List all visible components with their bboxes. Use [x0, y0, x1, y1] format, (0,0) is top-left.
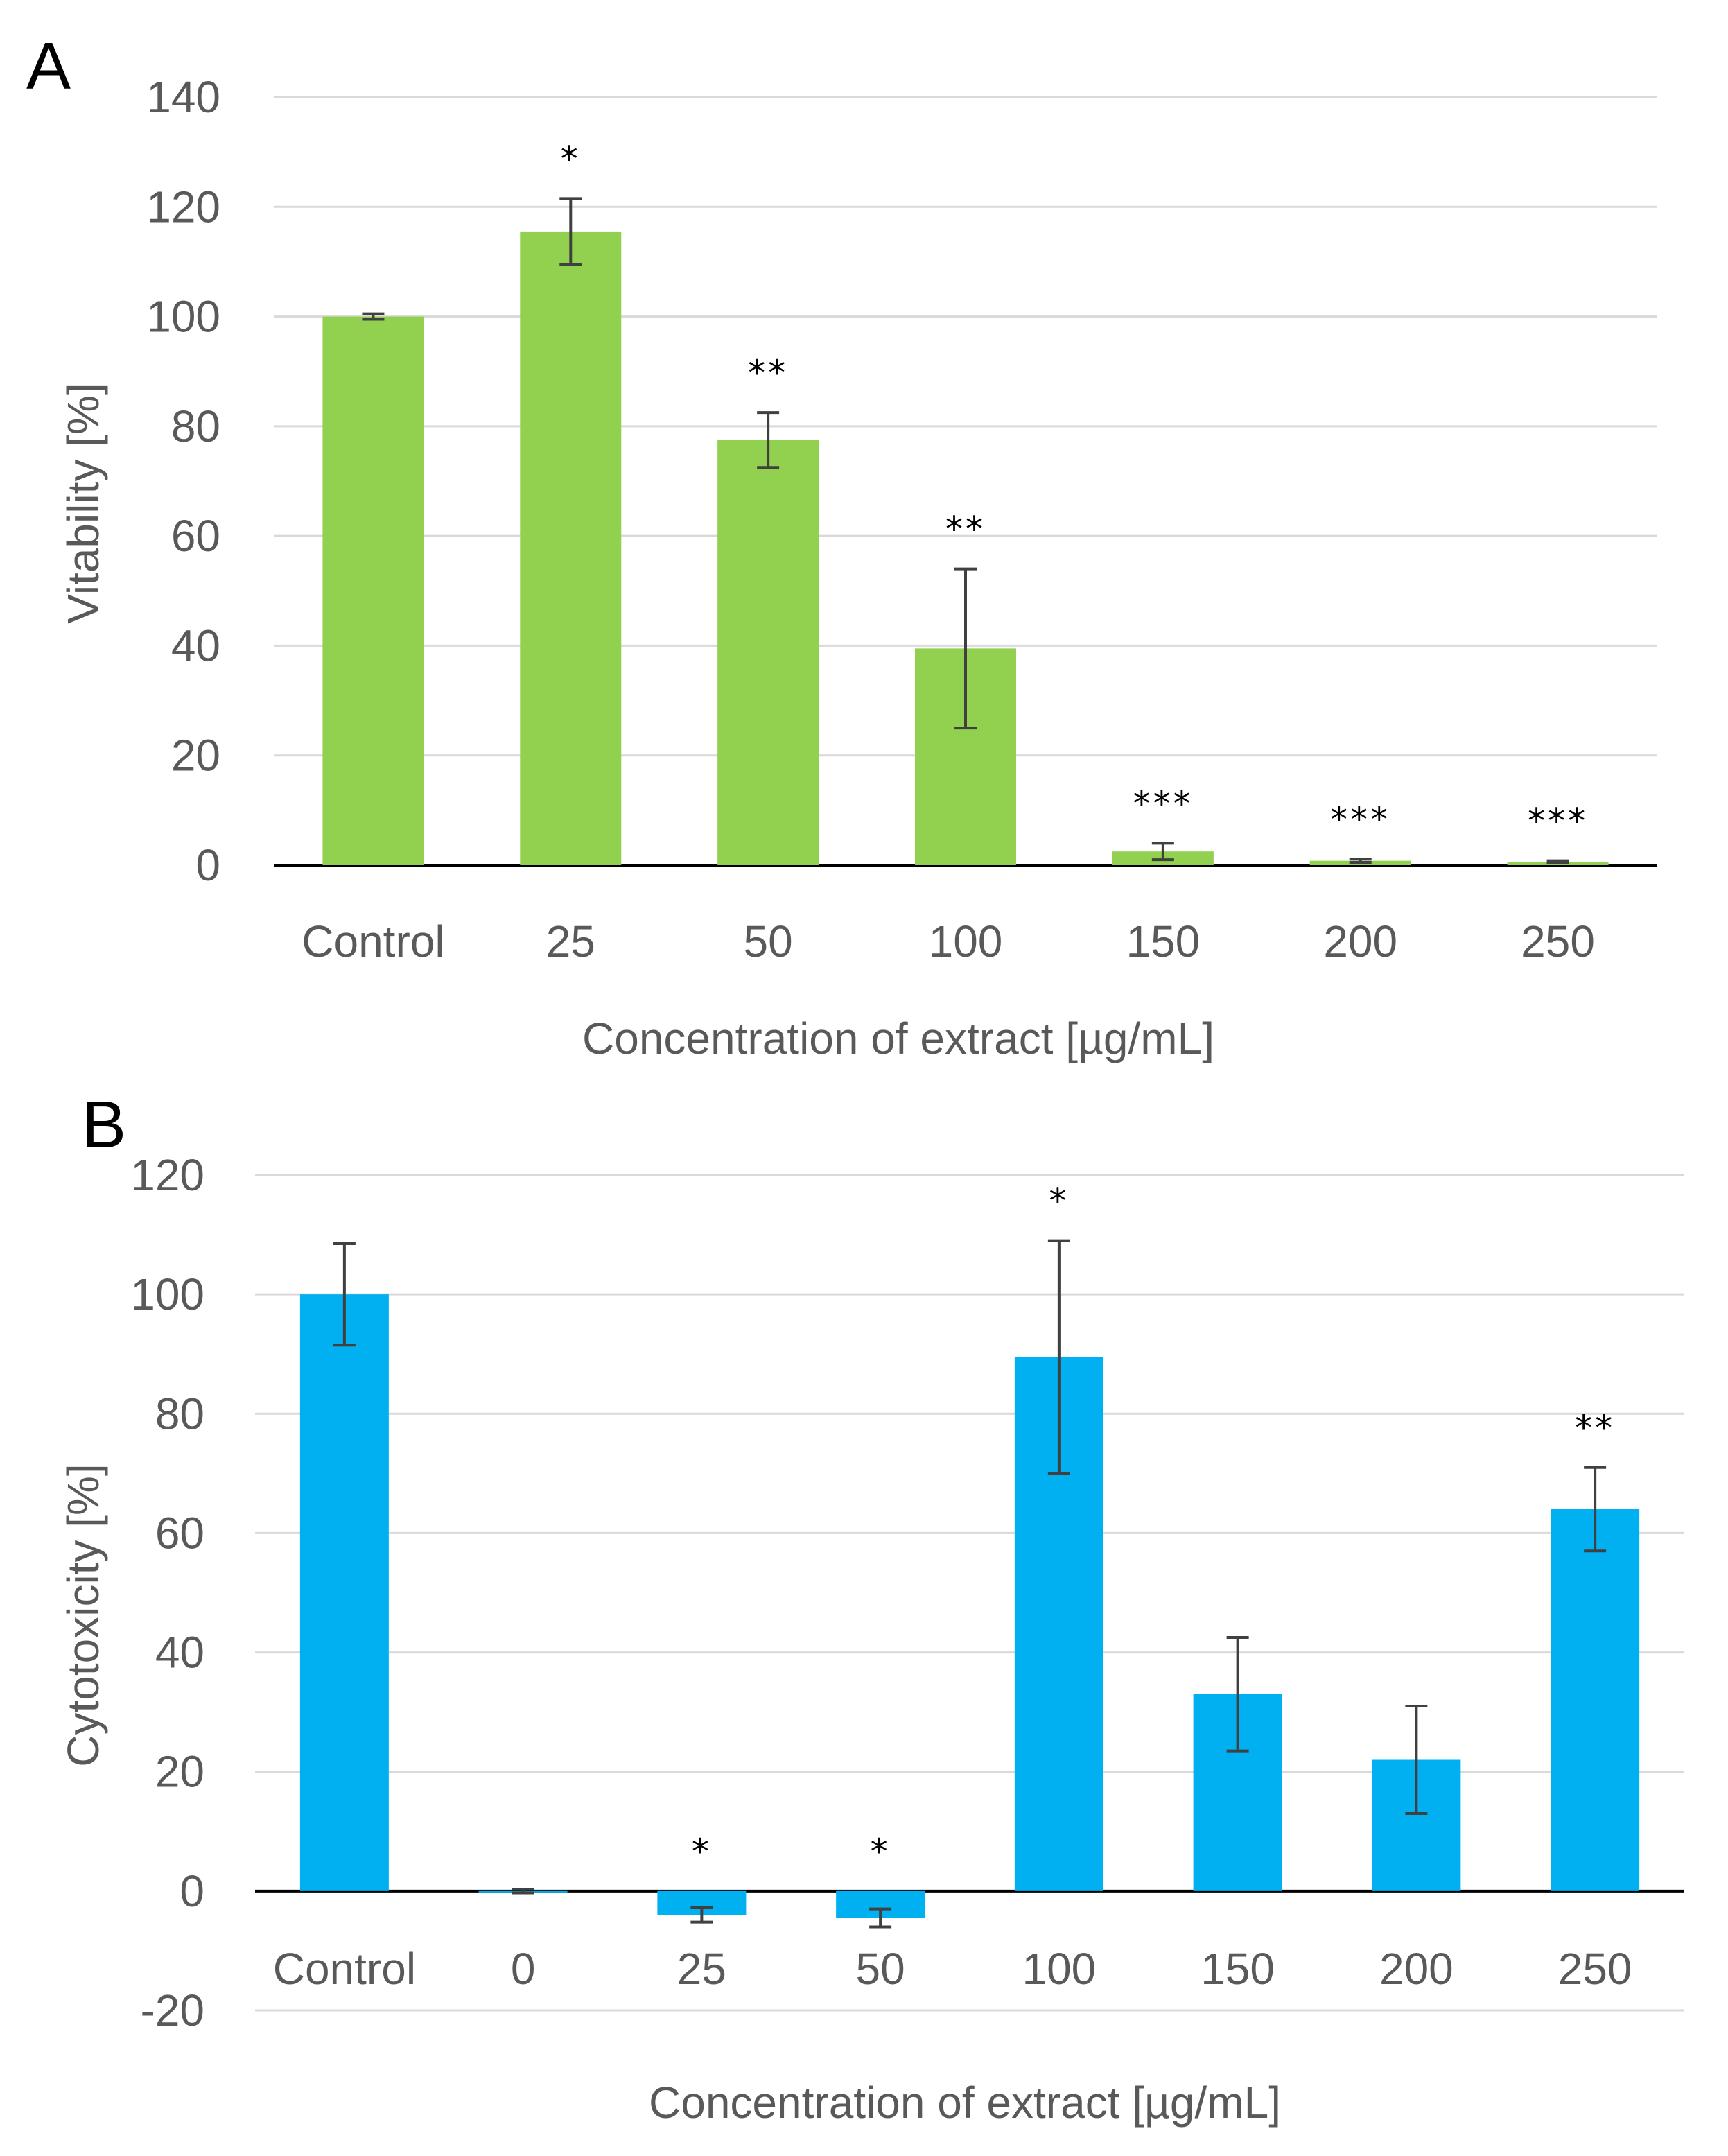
chart-a-y-tick-label: 120	[146, 182, 220, 232]
chart-b-bar	[1551, 1509, 1640, 1891]
chart-a-x-tick-label: 100	[929, 916, 1003, 966]
chart-b-y-tick-label: 20	[155, 1747, 204, 1797]
chart-a-error-bar	[757, 411, 780, 469]
chart-a-y-tick-label: 40	[171, 620, 220, 670]
chart-b-significance-label: *	[692, 1832, 712, 1872]
chart-b-error-bar	[333, 1242, 356, 1347]
chart-b-error-bar	[869, 1907, 892, 1929]
chart-b-x-tick-label: 25	[677, 1944, 726, 1994]
chart-a-significance-label: ***	[1133, 783, 1193, 824]
chart-a-y-tick-label: 20	[171, 731, 220, 781]
chart-b-y-axis-title: Cytotoxicity [%]	[58, 1463, 108, 1766]
chart-b-y-tick-label: 120	[130, 1150, 204, 1200]
chart-b-y-tick-label: 40	[155, 1628, 204, 1678]
chart-b-x-tick-label: Control	[273, 1944, 416, 1994]
chart-a-significance-label: **	[748, 353, 788, 393]
chart-b-error-bar	[1226, 1636, 1249, 1753]
chart-b-error-bar	[690, 1906, 713, 1924]
chart-b-y-tick-label: -20	[141, 1985, 205, 2035]
chart-a-x-tick-label: 250	[1521, 916, 1595, 966]
chart-b-x-tick-label: 200	[1379, 1944, 1454, 1994]
chart-b-y-tick-label: 0	[180, 1866, 204, 1916]
chart-b-y-tick-label: 80	[155, 1389, 204, 1438]
chart-a-y-tick-label: 100	[146, 292, 220, 342]
chart-a-x-tick-label: 150	[1126, 916, 1200, 966]
chart-b-x-tick-label: 0	[511, 1944, 536, 1994]
chart-b: -20 0 20 40 60 80 100 120 Control 0 * 25 * 50 * 100 150 2…	[130, 1150, 1684, 2035]
chart-b-error-bar	[1047, 1239, 1070, 1475]
chart-a-error-bar	[1546, 859, 1569, 864]
chart-a-y-tick-label: 60	[171, 511, 220, 561]
chart-b-x-tick-label: 250	[1558, 1944, 1632, 1994]
chart-a-error-bar	[559, 197, 582, 266]
chart-a-bar	[717, 440, 819, 865]
chart-b-y-tick-label: 100	[130, 1269, 204, 1319]
chart-b-error-bar	[1405, 1705, 1428, 1815]
chart-a-error-bar	[1349, 858, 1372, 864]
chart-a-y-axis-title: Vitability [%]	[58, 383, 108, 623]
chart-b-x-tick-label: 100	[1022, 1944, 1096, 1994]
chart-a-significance-label: ***	[1528, 801, 1588, 842]
chart-b-x-tick-label: 50	[856, 1944, 905, 1994]
chart-a-error-bar	[954, 567, 977, 730]
chart-a-x-tick-label: 25	[546, 916, 595, 966]
chart-a-error-bar	[1151, 842, 1174, 862]
chart-a-x-axis-title: Concentration of extract [µg/mL]	[582, 1014, 1214, 1063]
panel-b-label: B	[82, 1088, 126, 1162]
chart-b-significance-label: *	[1049, 1181, 1069, 1222]
chart-b-error-bar	[1584, 1466, 1607, 1553]
chart-a-x-tick-label: 200	[1323, 916, 1397, 966]
chart-b-x-tick-label: 150	[1201, 1944, 1275, 1994]
panel-a-label: A	[26, 29, 71, 103]
chart-b-x-axis-title: Concentration of extract [µg/mL]	[649, 2078, 1281, 2128]
chart-a-bar	[322, 316, 424, 866]
chart-a-significance-label: **	[945, 510, 986, 550]
chart-a-significance-label: *	[561, 139, 581, 179]
chart-a: 0 20 40 60 80 100 120 140 Control * 25 ** 50 ** 100 ***…	[146, 72, 1657, 966]
chart-a-x-tick-label: 50	[744, 916, 793, 966]
chart-a-significance-label: ***	[1330, 799, 1390, 840]
chart-b-significance-label: *	[871, 1832, 891, 1872]
chart-b-significance-label: **	[1575, 1408, 1615, 1448]
chart-b-bar	[299, 1294, 389, 1891]
chart-b-y-tick-label: 60	[155, 1508, 204, 1558]
chart-a-x-tick-label: Control	[302, 916, 444, 966]
chart-a-y-tick-label: 80	[171, 401, 220, 451]
chart-a-y-tick-label: 140	[146, 72, 220, 122]
chart-a-bar	[520, 231, 622, 865]
chart-a-y-tick-label: 0	[195, 840, 220, 890]
chart-b-error-bar	[512, 1888, 534, 1895]
chart-a-error-bar	[362, 312, 385, 321]
